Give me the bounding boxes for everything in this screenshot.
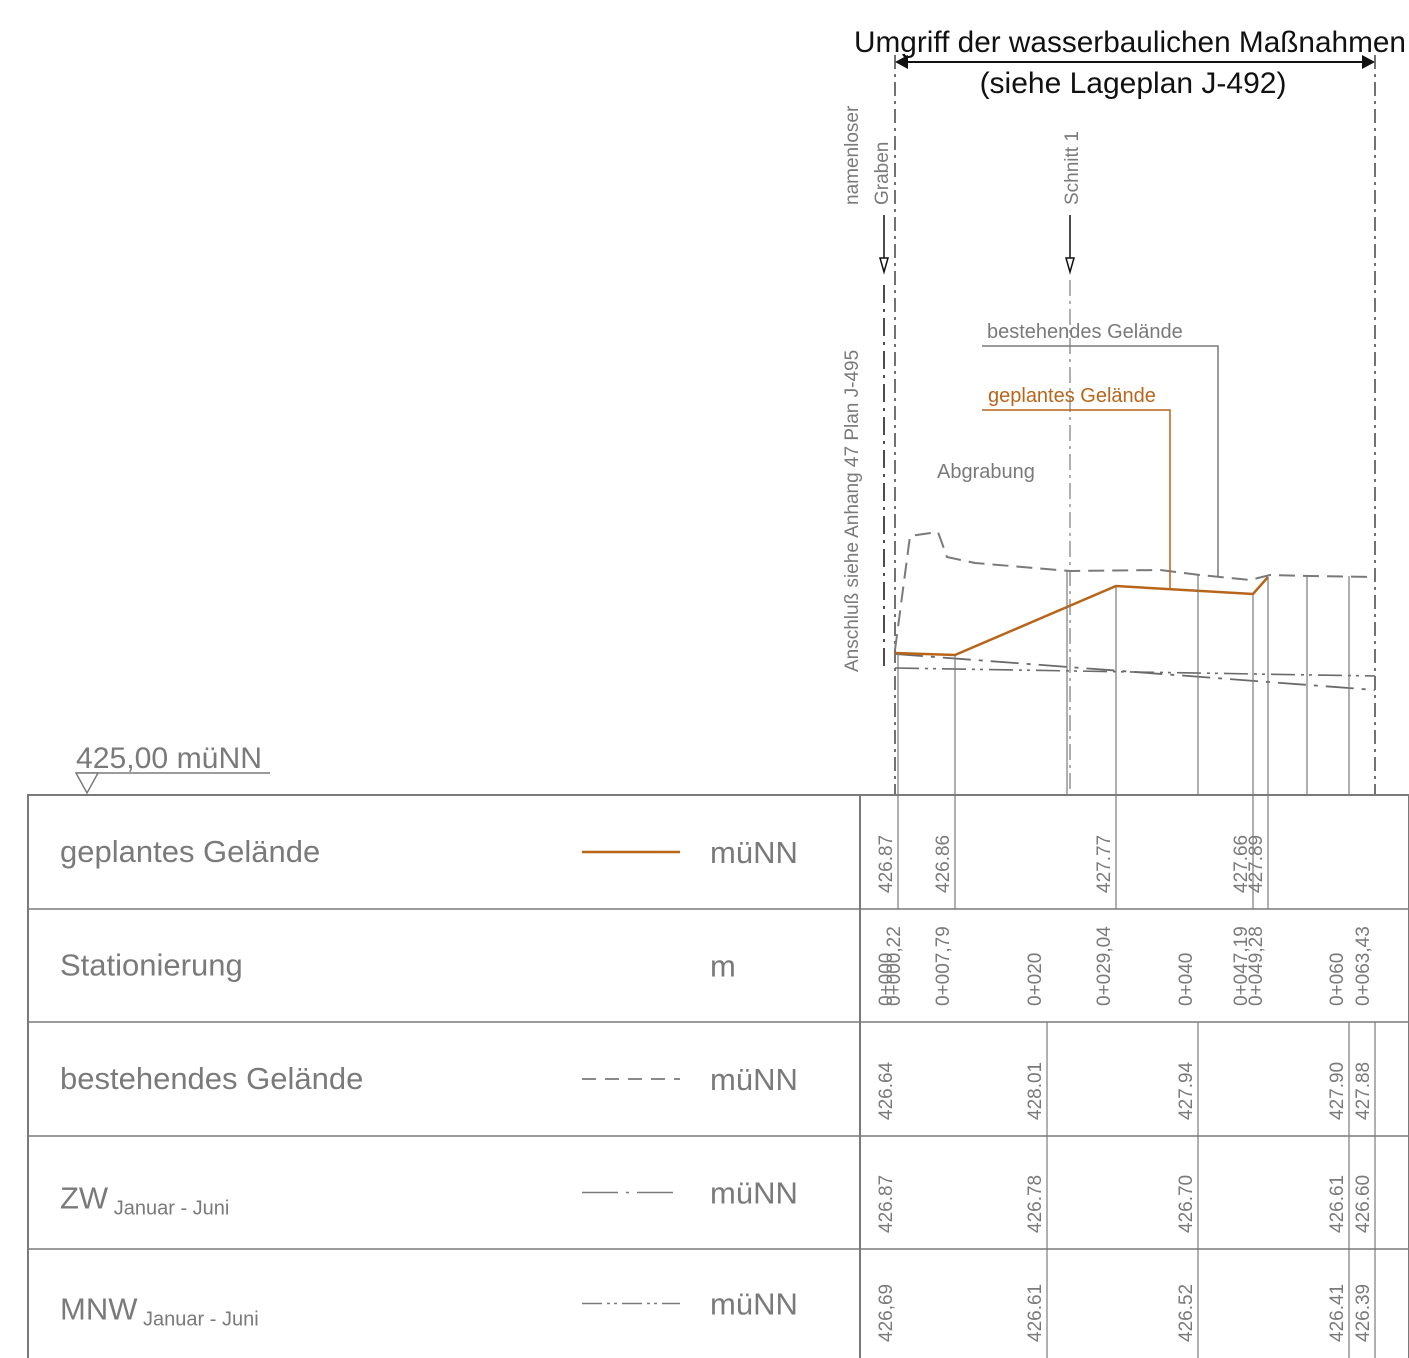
table-row-unit: müNN [710,1062,798,1097]
table-row-label: MNW Januar - Juni [60,1292,259,1331]
graben-label-line2: Graben [872,142,893,205]
table-cell-value: 426.61 [1025,1284,1046,1342]
existing-terrain-label: bestehendes Gelände [987,321,1183,343]
table-cell-value: 0+049,28 [1246,926,1267,1006]
mnw-water-level-line [894,667,1376,677]
table-cell-value: 426.61 [1327,1175,1348,1233]
table-cell-value: 426.64 [876,1061,897,1120]
table-row-sublabel: Januar - Juni [137,1309,258,1331]
table-row-sublabel: Januar - Juni [108,1198,229,1220]
table-frame [27,794,1409,1358]
table-row-label: ZW Januar - Juni [60,1181,229,1220]
table-cell-value: 426.86 [933,835,954,893]
anschluss-label: Anschluß siehe Anhang 47 Plan J-495 [842,350,863,672]
table-cell-value: 0+000 [876,953,897,1006]
table-cell-value: 426.60 [1353,1175,1374,1233]
schnitt-label: Schnitt 1 [1062,131,1083,205]
schnitt-marker-arrow [1065,215,1075,275]
table-cell-value: 427.90 [1327,1062,1348,1120]
table-cell-value: 426.39 [1353,1284,1374,1342]
planned-terrain-label: geplantes Gelände [988,385,1156,407]
table-cell-value: 427.94 [1176,1061,1197,1120]
table-cell-value: 427.66 [1231,835,1252,893]
reference-level-label: 425,00 müNN [76,742,262,775]
extent-dimension-arrow [895,55,1375,69]
table-row-unit: müNN [710,835,798,870]
existing-terrain-leader [982,345,1219,577]
planned-terrain-leader [982,409,1171,590]
table-cell-value: 0+029,04 [1094,926,1115,1006]
table-cell-value: 426,69 [876,1284,897,1342]
reference-level-triangle-icon [74,772,100,795]
table-cell-value: 0+040 [1176,953,1197,1006]
abgrabung-label: Abgrabung [937,461,1035,483]
extent-title-line2: (siehe Lageplan J-492) [980,67,1287,100]
table-cell-value: 426.70 [1176,1175,1197,1233]
existing-terrain-line [894,530,1376,651]
table-cell-value: 426.87 [876,835,897,893]
table-cell-value: 0+047,19 [1231,926,1252,1006]
table-cell-value: 426.87 [876,1175,897,1233]
table-row-label: bestehendes Gelände [60,1061,363,1096]
table-row-unit: müNN [710,1176,798,1211]
table-cell-value: 426.52 [1176,1284,1197,1342]
extent-title-line1: Umgriff der wasserbaulichen Maßnahmen [854,26,1406,59]
graben-marker-arrow [879,215,889,275]
station-ordinate-lines [897,571,1350,795]
table-cell-value: 428.01 [1025,1062,1046,1120]
table-cell-value: 0+060 [1327,953,1348,1006]
table-cell-value: 0+063,43 [1353,926,1374,1006]
table-cell-value: 0+000,22 [884,926,905,1006]
table-cell-value: 0+020 [1025,953,1046,1006]
table-row-unit: m [710,949,736,984]
table-cell-value: 427.77 [1094,835,1115,893]
extent-boundary-lines [894,55,1376,795]
profile-table: geplantes Gelände müNN 426.87 426.86 427.77 4… [27,794,1409,1358]
table-row-label: Stationierung [60,948,243,983]
table-cell-value: 426.78 [1025,1175,1046,1233]
table-cell-value: 427.88 [1353,1062,1374,1120]
table-row-unit: müNN [710,1287,798,1322]
graben-label-line1: namenloser [842,105,863,205]
table-row-label: geplantes Gelände [60,834,320,869]
planned-terrain-line [894,576,1269,657]
table-cell-value: 426.41 [1327,1284,1348,1342]
table-cell-value: 0+007,79 [933,926,954,1006]
table-cell-value: 427.89 [1246,835,1267,893]
